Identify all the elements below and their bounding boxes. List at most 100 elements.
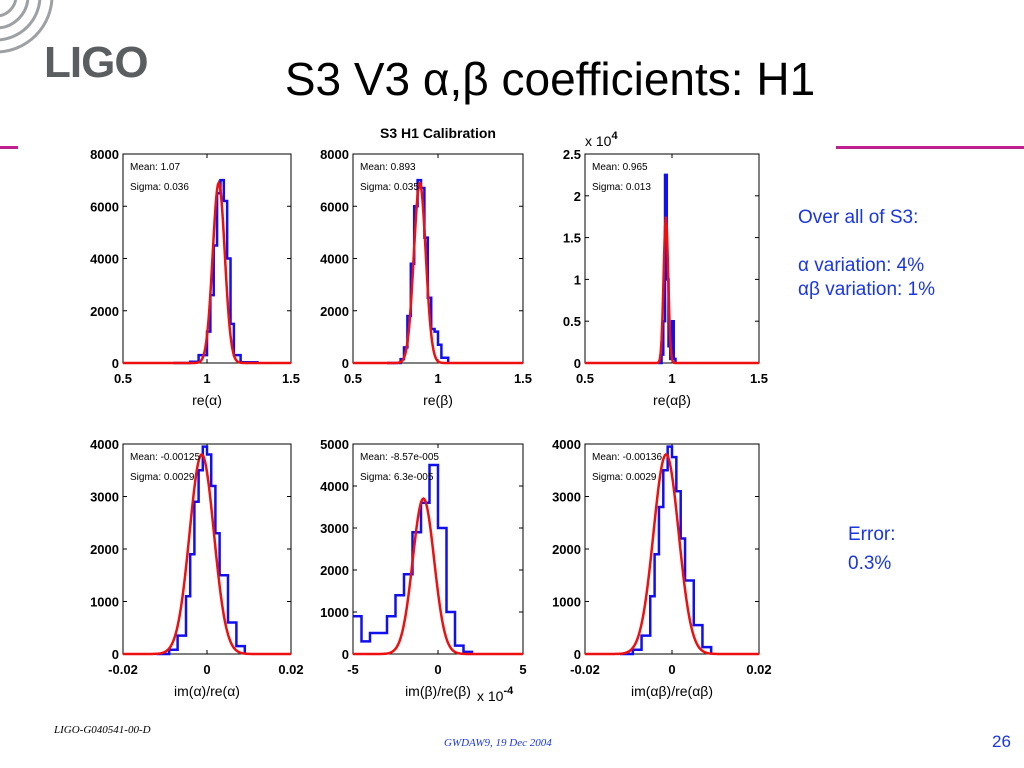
y-tick-label: 1000 [90, 595, 119, 610]
stats-sigma: Sigma: 0.0029 [130, 472, 195, 483]
x-tick-label: 0.02 [278, 662, 303, 677]
x-axis-label: re(αβ) [653, 392, 691, 408]
x-tick-label: 0.02 [746, 662, 771, 677]
gaussian-fit-line [123, 179, 291, 365]
x-tick-label: 0.5 [114, 371, 132, 386]
x-tick-label: 1 [203, 371, 210, 386]
x-tick-label: 1.5 [282, 371, 300, 386]
y-tick-label: 6000 [320, 199, 349, 214]
x-tick-label: 1.5 [514, 371, 532, 386]
y-tick-label: 0 [342, 356, 349, 371]
y-tick-label: 6000 [90, 199, 119, 214]
y-tick-label: 2000 [90, 304, 119, 319]
exponent-base: x 10 [585, 133, 612, 149]
y-tick-label: 2000 [320, 563, 349, 578]
page-number: 26 [992, 732, 1011, 751]
note-line: αβ variation: 1% [798, 279, 936, 300]
x-tick-label: 1 [434, 371, 441, 386]
exponent-power: 4 [611, 130, 618, 142]
x-axis-label: im(β)/re(β) [405, 683, 471, 699]
x-tick-label: 0.5 [576, 371, 594, 386]
slide-title: S3 V3 α,β coefficients: H1 [284, 53, 816, 105]
stats-mean: Mean: 1.07 [130, 162, 180, 173]
footer-conference: GWDAW9, 19 Dec 2004 [444, 737, 552, 749]
stats-sigma: Sigma: 6.3e-005 [360, 472, 434, 483]
y-tick-label: 0 [574, 356, 581, 371]
y-tick-label: 0 [112, 647, 119, 662]
gaussian-fit-line [585, 216, 759, 365]
document-id: LIGO-G040541-00-D [54, 724, 151, 736]
histogram-line [156, 445, 247, 656]
note-line: Over all of S3: [798, 207, 919, 228]
stats-sigma: Sigma: 0.013 [592, 182, 651, 193]
exponent-base: x 10 [477, 688, 504, 704]
accent-line-right [836, 146, 1024, 149]
axis-exponent-label: x 104 [585, 130, 618, 149]
y-tick-label: 2000 [552, 542, 581, 557]
x-tick-label: 0.5 [344, 371, 362, 386]
histogram-line [353, 463, 474, 654]
y-tick-label: 0 [112, 356, 119, 371]
y-tick-label: 5000 [320, 437, 349, 452]
y-tick-label: 8000 [90, 147, 119, 162]
exponent-power: -4 [503, 685, 514, 697]
y-tick-label: 3000 [90, 490, 119, 505]
y-tick-label: 2000 [90, 542, 119, 557]
error-line: 0.3% [848, 553, 892, 574]
y-tick-label: 0 [342, 647, 349, 662]
y-tick-label: 4000 [90, 252, 119, 267]
x-tick-label: -5 [347, 662, 359, 677]
x-axis-label: re(β) [423, 392, 453, 408]
y-tick-label: 2.5 [563, 147, 581, 162]
accent-line-left [0, 146, 18, 149]
stats-mean: Mean: -0.00125 [130, 452, 200, 463]
chart-title: S3 H1 Calibration [380, 125, 496, 141]
y-tick-label: 1 [574, 272, 581, 287]
y-tick-label: 4000 [90, 437, 119, 452]
x-axis-label: re(α) [192, 392, 222, 408]
gaussian-fit-line [123, 453, 291, 656]
y-tick-label: 4000 [552, 437, 581, 452]
stats-mean: Mean: -0.00136 [592, 452, 662, 463]
y-tick-label: 0 [574, 647, 581, 662]
ligo-logo: LIGO [44, 38, 149, 87]
side-notes: Over all of S3: α variation: 4% αβ varia… [798, 206, 935, 302]
x-tick-label: 0 [203, 662, 210, 677]
histogram-panel: 0 2000 4000 6000 8000 0.5 1 1.5 Mean: 0.893 Sigma… [320, 125, 532, 408]
y-tick-label: 1000 [320, 605, 349, 620]
x-tick-label: 1 [668, 371, 675, 386]
error-notes: Error: 0.3% [848, 520, 896, 578]
x-tick-label: -0.02 [108, 662, 138, 677]
x-tick-label: 0 [434, 662, 441, 677]
gaussian-fit-line [353, 181, 523, 365]
gaussian-fit-line [353, 497, 523, 656]
x-axis-label: im(αβ)/re(αβ) [631, 683, 713, 699]
y-tick-label: 2000 [320, 304, 349, 319]
histogram-line [619, 445, 713, 656]
y-tick-label: 4000 [320, 479, 349, 494]
error-line: Error: [848, 524, 896, 545]
x-axis-label: im(α)/re(α) [174, 683, 240, 699]
note-line: α variation: 4% [798, 255, 925, 276]
stats-mean: Mean: 0.965 [592, 162, 648, 173]
y-tick-label: 2 [574, 189, 581, 204]
y-tick-label: 1000 [552, 595, 581, 610]
y-tick-label: 3000 [552, 490, 581, 505]
stats-mean: Mean: -8.57e-005 [360, 452, 439, 463]
y-tick-label: 4000 [320, 252, 349, 267]
stats-sigma: Sigma: 0.035 [360, 182, 419, 193]
y-tick-label: 3000 [320, 521, 349, 536]
axis-exponent-label: x 10-4 [477, 685, 514, 704]
histogram-panel: 0 2000 4000 6000 8000 0.5 1 1.5 Mean: 1.07 Sigma:… [90, 147, 300, 408]
x-tick-label: -0.02 [570, 662, 600, 677]
x-tick-label: 1.5 [750, 371, 768, 386]
stats-sigma: Sigma: 0.036 [130, 182, 189, 193]
y-tick-label: 8000 [320, 147, 349, 162]
y-tick-label: 0.5 [563, 314, 581, 329]
gaussian-fit-line [585, 453, 759, 656]
